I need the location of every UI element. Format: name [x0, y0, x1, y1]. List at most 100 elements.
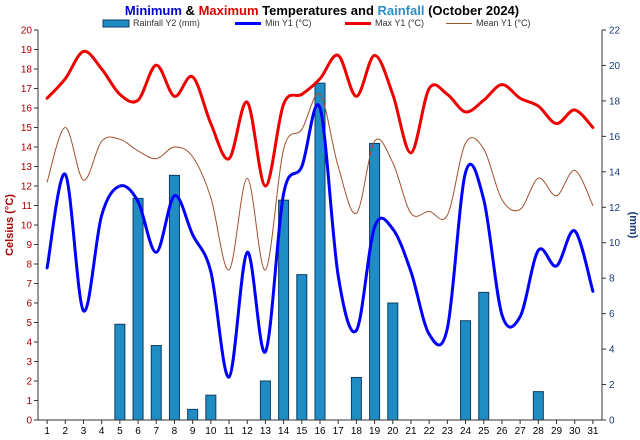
x-tick-label-23: 23 — [442, 426, 454, 437]
y-left-tick-label-4: 4 — [26, 338, 32, 349]
y-left-tick-label-7: 7 — [26, 279, 32, 290]
rainfall-bars — [114, 82, 544, 421]
x-tick-label-27: 27 — [515, 426, 527, 437]
rainfall-bar-day-5 — [114, 323, 126, 421]
rainfall-bar-day-18 — [350, 376, 362, 421]
x-tick-label-11: 11 — [224, 426, 235, 437]
title-part-4: Rainfall — [378, 3, 425, 18]
rainfall-bar-day-15 — [296, 274, 308, 421]
title-part-2: Maximum — [199, 3, 259, 18]
x-tick-label-7: 7 — [153, 426, 159, 437]
y-left-tick-label-13: 13 — [21, 162, 33, 173]
x-tick-label-18: 18 — [351, 426, 363, 437]
x-tick-label-10: 10 — [205, 426, 217, 437]
rainfall-bar-day-8 — [168, 174, 180, 421]
y-left-tick-label-11: 11 — [22, 201, 33, 212]
tick-labels: 0123456789101112131415161718192002468101… — [21, 26, 621, 438]
y-left-tick-label-18: 18 — [21, 65, 33, 76]
x-tick-label-14: 14 — [278, 426, 290, 437]
y-left-tick-label-15: 15 — [21, 123, 33, 134]
x-tick-label-17: 17 — [333, 426, 345, 437]
y-left-tick-label-12: 12 — [21, 182, 33, 193]
y-right-tick-label-20: 20 — [609, 61, 621, 72]
mean-temperature-line — [46, 93, 594, 271]
x-tick-label-3: 3 — [81, 426, 87, 437]
x-tick-label-9: 9 — [190, 426, 196, 437]
x-tick-label-31: 31 — [587, 426, 599, 437]
max-temperature-line — [45, 49, 595, 188]
rainfall-bar-day-10 — [205, 394, 217, 421]
y-axis-left-label: Celsius (°C) — [4, 194, 16, 256]
y-left-tick-label-2: 2 — [26, 377, 32, 388]
temperature-lines — [45, 49, 595, 379]
title-part-5: (October 2024) — [424, 3, 519, 18]
y-right-tick-label-4: 4 — [609, 345, 615, 356]
legend-label-max: Max Y1 (°C) — [375, 18, 424, 28]
x-tick-label-8: 8 — [172, 426, 178, 437]
y-left-tick-label-19: 19 — [21, 45, 33, 56]
x-tick-label-15: 15 — [296, 426, 308, 437]
y-right-tick-label-12: 12 — [609, 203, 621, 214]
min-temperature-line — [45, 103, 595, 379]
x-tick-label-13: 13 — [260, 426, 272, 437]
rainfall-bar-day-7 — [150, 345, 162, 421]
x-tick-label-22: 22 — [424, 426, 436, 437]
x-tick-label-1: 1 — [44, 426, 50, 437]
y-right-tick-label-6: 6 — [609, 309, 615, 320]
x-tick-label-21: 21 — [405, 426, 417, 437]
y-right-tick-label-0: 0 — [609, 416, 615, 427]
title-part-0: Minimum — [125, 3, 182, 18]
x-tick-label-16: 16 — [314, 426, 326, 437]
title-part-1: & — [182, 3, 199, 18]
chart-title: Minimum & Maximum Temperatures and Rainf… — [125, 3, 519, 18]
x-tick-label-19: 19 — [369, 426, 381, 437]
y-left-tick-label-10: 10 — [21, 221, 33, 232]
x-tick-label-29: 29 — [551, 426, 563, 437]
x-tick-label-28: 28 — [533, 426, 545, 437]
y-left-tick-label-0: 0 — [26, 416, 32, 427]
rainfall-bar-day-13 — [259, 380, 271, 421]
y-left-tick-label-14: 14 — [21, 143, 33, 154]
y-left-tick-label-1: 1 — [26, 396, 32, 407]
y-left-tick-label-17: 17 — [21, 84, 33, 95]
x-tick-label-24: 24 — [460, 426, 472, 437]
legend: Rainfall Y2 (mm) Min Y1 (°C) Max Y1 (°C) Me… — [102, 18, 530, 28]
legend-label-min: Min Y1 (°C) — [265, 18, 311, 28]
y-left-tick-label-9: 9 — [26, 240, 32, 251]
y-left-tick-label-3: 3 — [26, 357, 32, 368]
rainfall-bar-day-6 — [132, 197, 144, 421]
y-left-tick-label-6: 6 — [26, 299, 32, 310]
x-tick-label-12: 12 — [242, 426, 254, 437]
rainfall-bar-day-24 — [460, 320, 472, 421]
legend-swatch-rainfall — [102, 19, 130, 28]
x-tick-label-5: 5 — [117, 426, 123, 437]
y-right-tick-label-22: 22 — [609, 26, 621, 37]
x-tick-label-30: 30 — [569, 426, 581, 437]
x-tick-label-26: 26 — [496, 426, 508, 437]
x-tick-label-20: 20 — [387, 426, 399, 437]
y-right-tick-label-16: 16 — [609, 132, 621, 143]
x-tick-label-25: 25 — [478, 426, 490, 437]
y-right-tick-label-14: 14 — [609, 167, 621, 178]
rainfall-bar-day-9 — [187, 408, 199, 421]
y-right-tick-label-8: 8 — [609, 274, 615, 285]
legend-label-mean: Mean Y1 (°C) — [476, 18, 530, 28]
y-left-tick-label-5: 5 — [26, 318, 32, 329]
x-tick-label-4: 4 — [99, 426, 105, 437]
x-tick-label-2: 2 — [63, 426, 69, 437]
rainfall-bar-day-20 — [387, 302, 399, 421]
y-left-tick-label-16: 16 — [21, 104, 33, 115]
y-axis-right-label: (mm) — [627, 212, 639, 239]
rainfall-bar-day-28 — [532, 391, 544, 421]
title-part-3: Temperatures and — [259, 3, 378, 18]
y-right-tick-label-10: 10 — [609, 238, 621, 249]
rainfall-bar-day-25 — [478, 291, 490, 421]
x-tick-label-6: 6 — [135, 426, 141, 437]
axes — [34, 29, 606, 424]
legend-label-rainfall: Rainfall Y2 (mm) — [133, 18, 200, 28]
y-right-tick-label-2: 2 — [609, 380, 615, 391]
y-left-tick-label-20: 20 — [21, 26, 33, 37]
y-left-tick-label-8: 8 — [26, 260, 32, 271]
y-right-tick-label-18: 18 — [609, 96, 621, 107]
